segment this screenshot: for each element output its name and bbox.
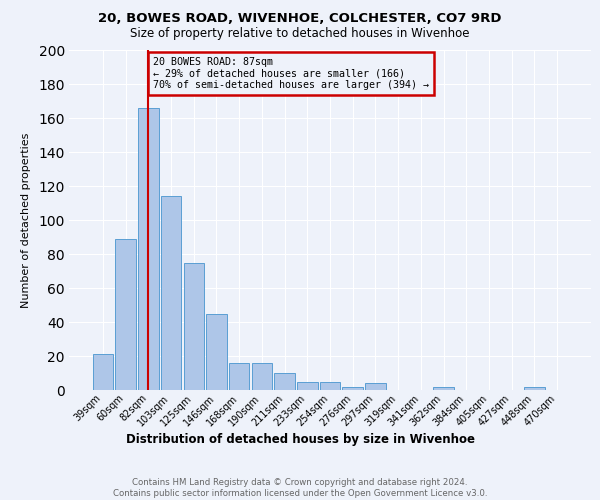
Bar	[274, 373, 295, 390]
Y-axis label: Number of detached properties: Number of detached properties	[22, 132, 31, 308]
Text: Size of property relative to detached houses in Wivenhoe: Size of property relative to detached ho…	[130, 28, 470, 40]
Text: 20, BOWES ROAD, WIVENHOE, COLCHESTER, CO7 9RD: 20, BOWES ROAD, WIVENHOE, COLCHESTER, CO…	[98, 12, 502, 26]
Bar	[297, 382, 317, 390]
Bar	[93, 354, 113, 390]
Bar	[433, 386, 454, 390]
Text: Contains HM Land Registry data © Crown copyright and database right 2024.
Contai: Contains HM Land Registry data © Crown c…	[113, 478, 487, 498]
Bar	[161, 196, 181, 390]
Bar	[343, 386, 363, 390]
Text: Distribution of detached houses by size in Wivenhoe: Distribution of detached houses by size …	[125, 432, 475, 446]
Text: 20 BOWES ROAD: 87sqm
← 29% of detached houses are smaller (166)
70% of semi-deta: 20 BOWES ROAD: 87sqm ← 29% of detached h…	[153, 57, 429, 90]
Bar	[320, 382, 340, 390]
Bar	[138, 108, 158, 390]
Bar	[184, 262, 204, 390]
Bar	[115, 238, 136, 390]
Bar	[206, 314, 227, 390]
Bar	[365, 383, 386, 390]
Bar	[524, 386, 545, 390]
Bar	[229, 363, 250, 390]
Bar	[251, 363, 272, 390]
